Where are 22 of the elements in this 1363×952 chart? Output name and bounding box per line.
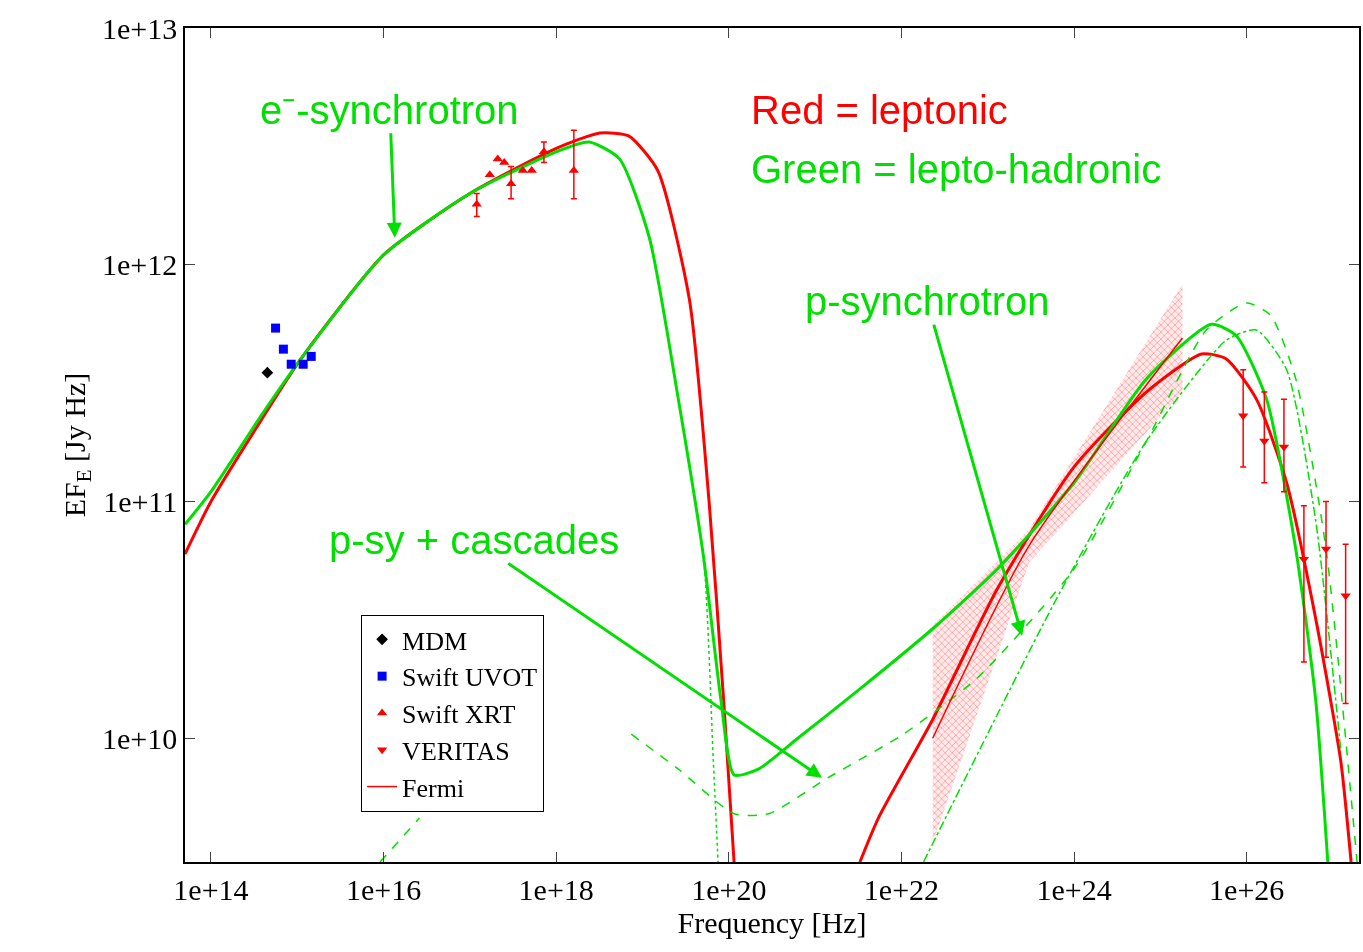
x-tick-label: 1e+16 <box>345 872 422 906</box>
x-tick-label: 1e+22 <box>863 872 940 906</box>
annotation: Red = leptonic <box>751 88 1008 132</box>
y-tick-label: 1e+12 <box>102 248 178 282</box>
y-tick-label: 1e+11 <box>103 484 178 518</box>
legend-label: Swift UVOT <box>402 663 538 693</box>
annotation: Green = lepto-hadronic <box>751 147 1162 191</box>
annotation: e⁻-synchrotron <box>260 88 519 132</box>
annotation: p-sy + cascades <box>329 518 620 562</box>
y-tick-label: 1e+13 <box>102 11 178 45</box>
x-tick-label: 1e+26 <box>1209 872 1285 906</box>
y-tick-label: 1e+10 <box>102 721 178 755</box>
x-tick-label: 1e+14 <box>173 872 249 906</box>
annotation: p-synchrotron <box>805 279 1050 323</box>
legend-label: VERITAS <box>402 736 510 766</box>
x-tick-label: 1e+18 <box>518 872 594 906</box>
x-tick-label: 1e+20 <box>691 872 767 906</box>
legend-label: Fermi <box>402 773 465 803</box>
legend-label: Swift XRT <box>402 700 516 730</box>
x-tick-label: 1e+24 <box>1036 872 1112 906</box>
legend-label: MDM <box>402 626 468 656</box>
x-axis-title: Frequency [Hz] <box>677 905 867 939</box>
